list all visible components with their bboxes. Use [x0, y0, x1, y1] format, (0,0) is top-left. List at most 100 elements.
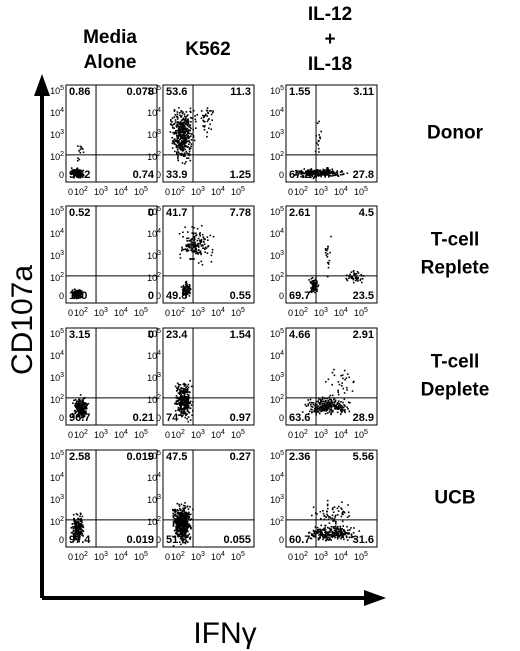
event-dot — [323, 534, 325, 536]
x-tick-label: 105 — [354, 307, 368, 318]
event-dot — [331, 168, 334, 170]
event-dot — [184, 511, 186, 514]
event-dot — [181, 248, 184, 250]
event-dot — [345, 377, 348, 379]
event-dot — [337, 393, 340, 396]
event-dot — [339, 171, 342, 173]
event-dot — [173, 140, 175, 142]
event-dot — [189, 258, 191, 260]
event-dot — [190, 404, 193, 406]
event-dot — [185, 398, 187, 400]
event-dot — [188, 150, 191, 153]
event-dot — [180, 392, 182, 394]
tick-base: 10 — [114, 430, 124, 440]
event-dot — [80, 411, 82, 414]
event-dot — [186, 525, 189, 528]
event-dot — [169, 131, 172, 133]
event-dot — [183, 120, 186, 122]
event-dot — [182, 399, 185, 401]
event-dot — [204, 248, 206, 251]
event-dot — [183, 408, 186, 411]
event-dot — [320, 399, 323, 402]
event-dot — [336, 530, 339, 533]
event-dot — [318, 409, 321, 411]
event-dot — [172, 525, 175, 527]
event-dot — [204, 238, 206, 241]
event-dot — [316, 530, 319, 533]
event-dot — [193, 245, 195, 248]
event-dot — [79, 176, 81, 178]
event-dot — [325, 249, 327, 251]
event-dot — [187, 245, 189, 247]
event-dot — [183, 385, 186, 387]
event-dot — [198, 239, 201, 242]
event-dot — [318, 134, 320, 136]
x-tick-label: 0 — [165, 308, 170, 318]
event-dot — [202, 114, 204, 117]
event-dot — [200, 245, 203, 247]
tick-exponent: 4 — [344, 186, 348, 193]
event-dot — [340, 515, 343, 518]
event-dot — [70, 167, 73, 169]
event-dot — [74, 399, 77, 401]
event-dot — [326, 249, 328, 252]
event-dot — [324, 533, 327, 536]
quadrant-percent: 0.55 — [230, 290, 251, 302]
event-dot — [187, 406, 190, 409]
event-dot — [78, 410, 80, 413]
event-dot — [310, 405, 313, 408]
event-dot — [356, 271, 359, 273]
event-dot — [169, 123, 172, 125]
event-dot — [173, 514, 175, 516]
event-dot — [80, 175, 82, 177]
event-dot — [190, 527, 192, 530]
event-dot — [187, 121, 190, 123]
event-dot — [173, 108, 176, 111]
y-tick-label: 102 — [147, 272, 161, 283]
tick-exponent: 3 — [280, 250, 284, 257]
event-dot — [191, 258, 194, 260]
event-dot — [179, 529, 182, 531]
tick-exponent: 4 — [280, 472, 284, 479]
event-dot — [181, 146, 184, 148]
tick-base: 10 — [94, 552, 104, 562]
event-dot — [341, 385, 343, 387]
event-dot — [313, 284, 315, 287]
tick-base: 10 — [270, 517, 280, 527]
tick-base: 10 — [74, 187, 84, 197]
event-dot — [176, 512, 179, 515]
event-dot — [330, 172, 333, 174]
event-dot — [189, 240, 191, 242]
event-dot — [75, 293, 78, 296]
event-dot — [180, 522, 183, 524]
tick-exponent: 2 — [84, 429, 88, 436]
event-dot — [341, 512, 344, 514]
event-dot — [350, 533, 353, 535]
event-dot — [327, 406, 330, 408]
event-dot — [204, 246, 207, 249]
event-dot — [184, 512, 187, 515]
quadrant-percent: 0.078 — [126, 86, 154, 98]
event-dot — [74, 402, 77, 405]
event-dot — [185, 282, 188, 285]
event-dot — [338, 505, 340, 508]
event-dot — [70, 527, 73, 529]
event-dot — [182, 129, 184, 132]
event-dot — [307, 169, 309, 171]
event-dot — [74, 412, 77, 415]
event-dot — [207, 245, 210, 247]
event-dot — [174, 131, 176, 134]
event-dot — [329, 394, 332, 397]
event-dot — [187, 114, 189, 116]
event-dot — [71, 415, 74, 417]
y-tick-label: 103 — [50, 250, 64, 261]
event-dot — [296, 174, 298, 176]
event-dot — [179, 414, 181, 416]
event-dot — [184, 516, 186, 519]
y-axis-label: CD107a — [6, 265, 39, 375]
event-dot — [188, 284, 191, 286]
event-dot — [333, 397, 336, 400]
tick-base: 10 — [191, 552, 201, 562]
event-dot — [78, 536, 81, 539]
event-dot — [186, 398, 189, 401]
